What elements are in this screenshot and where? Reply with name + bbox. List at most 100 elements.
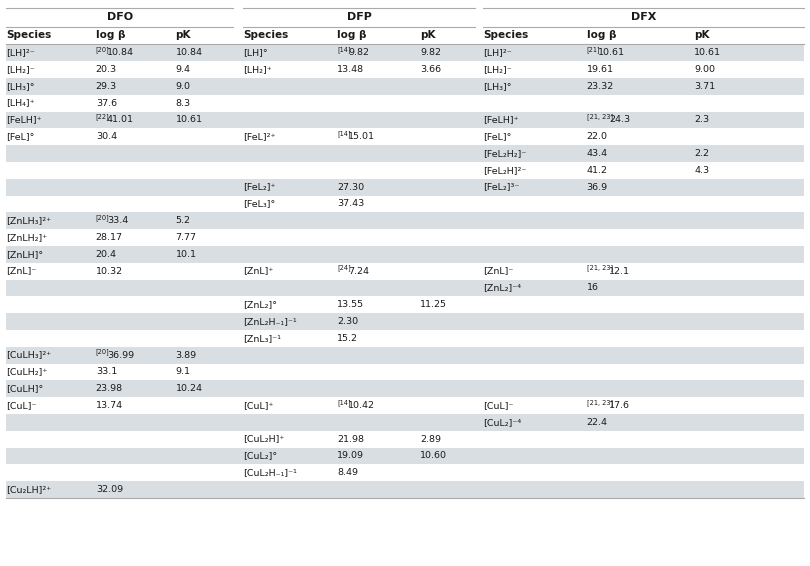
- Text: 33.1: 33.1: [96, 367, 117, 376]
- Text: 29.3: 29.3: [96, 82, 117, 91]
- Text: 10.42: 10.42: [348, 401, 375, 410]
- Text: [LH₄]⁺: [LH₄]⁺: [6, 98, 35, 108]
- Text: 22.0: 22.0: [586, 132, 608, 141]
- Text: Species: Species: [483, 31, 528, 40]
- Text: [FeL]²⁺: [FeL]²⁺: [243, 132, 276, 141]
- Text: [21, 23]: [21, 23]: [586, 264, 612, 271]
- Text: Species: Species: [243, 31, 288, 40]
- Bar: [6, 296, 804, 313]
- Bar: [6, 481, 804, 498]
- Bar: [6, 330, 804, 347]
- Bar: [6, 145, 804, 162]
- Text: [LH₃]°: [LH₃]°: [6, 82, 35, 91]
- Text: 10.32: 10.32: [96, 267, 123, 276]
- Text: 20.3: 20.3: [96, 65, 117, 74]
- Text: 23.98: 23.98: [96, 384, 123, 393]
- Bar: [6, 179, 804, 195]
- Text: [CuLH]°: [CuLH]°: [6, 384, 43, 393]
- Text: 36.9: 36.9: [586, 183, 608, 192]
- Text: [21, 23]: [21, 23]: [586, 399, 612, 405]
- Text: 10.61: 10.61: [694, 48, 721, 57]
- Text: 13.55: 13.55: [337, 300, 364, 309]
- Text: 19.61: 19.61: [586, 65, 613, 74]
- Text: [14]: [14]: [337, 130, 351, 137]
- Text: 16: 16: [586, 284, 599, 293]
- Text: 2.2: 2.2: [694, 149, 710, 158]
- Text: 9.0: 9.0: [176, 82, 190, 91]
- Text: [14]: [14]: [337, 46, 351, 53]
- Text: pK: pK: [420, 31, 436, 40]
- Bar: [6, 112, 804, 128]
- Text: 33.4: 33.4: [107, 216, 128, 225]
- Text: Species: Species: [6, 31, 51, 40]
- Text: 3.71: 3.71: [694, 82, 715, 91]
- Text: 10.61: 10.61: [598, 48, 625, 57]
- Text: 17.6: 17.6: [609, 401, 630, 410]
- Bar: [6, 78, 804, 95]
- Text: 37.6: 37.6: [96, 98, 117, 108]
- Text: 8.49: 8.49: [337, 468, 358, 477]
- Bar: [6, 162, 804, 179]
- Text: DFX: DFX: [631, 12, 656, 22]
- Bar: [6, 431, 804, 448]
- Text: 23.32: 23.32: [586, 82, 614, 91]
- Bar: [6, 212, 804, 229]
- Text: DFP: DFP: [347, 12, 372, 22]
- Text: [CuLH₂]⁺: [CuLH₂]⁺: [6, 367, 47, 376]
- Text: [FeL₃]°: [FeL₃]°: [243, 199, 275, 208]
- Text: 13.48: 13.48: [337, 65, 364, 74]
- Text: [FeL]°: [FeL]°: [6, 132, 34, 141]
- Text: 12.1: 12.1: [609, 267, 630, 276]
- Bar: [6, 397, 804, 414]
- Text: [ZnLH₂]⁺: [ZnLH₂]⁺: [6, 233, 47, 242]
- Text: 2.3: 2.3: [694, 115, 710, 125]
- Text: log β: log β: [586, 31, 616, 40]
- Text: [FeL₂H]²⁻: [FeL₂H]²⁻: [483, 166, 526, 175]
- Text: [20]: [20]: [96, 214, 109, 221]
- Text: [FeL₂H₂]⁻: [FeL₂H₂]⁻: [483, 149, 526, 158]
- Text: 9.82: 9.82: [420, 48, 441, 57]
- Text: 43.4: 43.4: [586, 149, 608, 158]
- Text: [LH₂]⁻: [LH₂]⁻: [6, 65, 35, 74]
- Text: [CuL]⁻: [CuL]⁻: [483, 401, 514, 410]
- Text: 10.24: 10.24: [176, 384, 202, 393]
- Text: 32.09: 32.09: [96, 485, 123, 494]
- Text: 7.24: 7.24: [348, 267, 369, 276]
- Text: [CuLH₃]²⁺: [CuLH₃]²⁺: [6, 350, 51, 359]
- Text: 41.2: 41.2: [586, 166, 608, 175]
- Text: 27.30: 27.30: [337, 183, 364, 192]
- Bar: [6, 464, 804, 481]
- Text: 10.60: 10.60: [420, 452, 447, 460]
- Bar: [6, 363, 804, 380]
- Text: 13.74: 13.74: [96, 401, 123, 410]
- Text: log β: log β: [337, 31, 367, 40]
- Text: [ZnL₃]⁻¹: [ZnL₃]⁻¹: [243, 334, 281, 343]
- Bar: [6, 44, 804, 61]
- Text: 2.89: 2.89: [420, 435, 441, 444]
- Text: [14]: [14]: [337, 399, 351, 405]
- Text: 24.3: 24.3: [609, 115, 630, 125]
- Text: [LH]°: [LH]°: [243, 48, 268, 57]
- Text: [22]: [22]: [96, 113, 109, 120]
- Text: 28.17: 28.17: [96, 233, 123, 242]
- Text: [FeLH]⁺: [FeLH]⁺: [6, 115, 41, 125]
- Text: [FeL₂]³⁻: [FeL₂]³⁻: [483, 183, 519, 192]
- Text: 37.43: 37.43: [337, 199, 364, 208]
- Bar: [6, 246, 804, 263]
- Text: log β: log β: [96, 31, 126, 40]
- Text: 19.09: 19.09: [337, 452, 364, 460]
- Bar: [6, 347, 804, 363]
- Text: 4.3: 4.3: [694, 166, 710, 175]
- Text: 5.2: 5.2: [176, 216, 190, 225]
- Text: 8.3: 8.3: [176, 98, 190, 108]
- Text: 15.2: 15.2: [337, 334, 358, 343]
- Bar: [6, 263, 804, 280]
- Text: [CuL₂]°: [CuL₂]°: [243, 452, 278, 460]
- Text: [ZnL₂]⁻⁴: [ZnL₂]⁻⁴: [483, 284, 521, 293]
- Text: DFO: DFO: [107, 12, 133, 22]
- Text: 10.84: 10.84: [176, 48, 202, 57]
- Text: [ZnL]⁺: [ZnL]⁺: [243, 267, 274, 276]
- Text: 41.01: 41.01: [107, 115, 134, 125]
- Text: 21.98: 21.98: [337, 435, 364, 444]
- Bar: [6, 128, 804, 145]
